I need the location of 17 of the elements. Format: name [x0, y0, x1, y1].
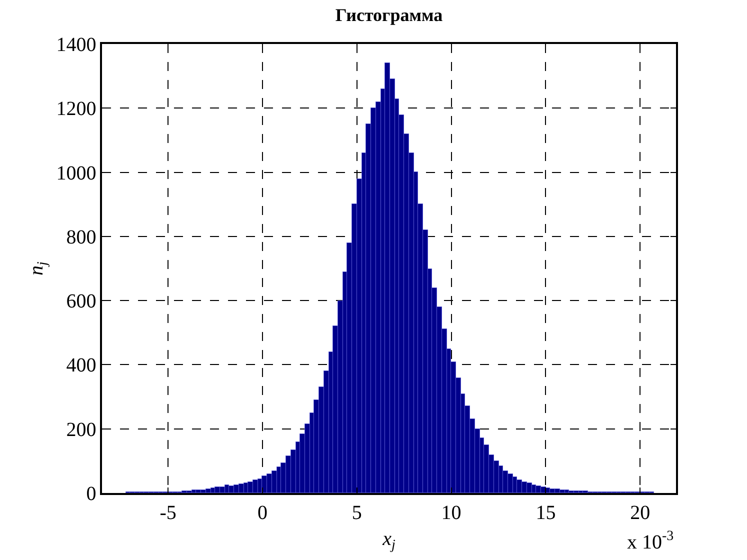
chart-title: Гистограмма [335, 5, 443, 25]
y-tick-label: 1400 [56, 34, 96, 56]
y-tick-label: 400 [66, 354, 96, 377]
x-tick-label: 0 [257, 502, 268, 524]
y-tick-label: 200 [66, 418, 96, 441]
y-tick-label: 800 [66, 226, 96, 248]
y-tick-label: 1000 [56, 162, 96, 184]
x-tick-label: -5 [160, 502, 176, 524]
x-tick-label: 5 [352, 502, 362, 524]
y-tick-label: 600 [66, 290, 96, 313]
x-tick-label: 15 [536, 502, 556, 524]
y-tick-label: 1200 [56, 98, 96, 120]
x-tick-label: 20 [630, 502, 650, 524]
x-tick-label: 10 [441, 502, 462, 524]
text: x 10$^{-3}$ [627, 529, 674, 554]
x-axis-title: x$_{j}$ [382, 528, 396, 553]
y-tick-label: 0 [86, 483, 96, 505]
